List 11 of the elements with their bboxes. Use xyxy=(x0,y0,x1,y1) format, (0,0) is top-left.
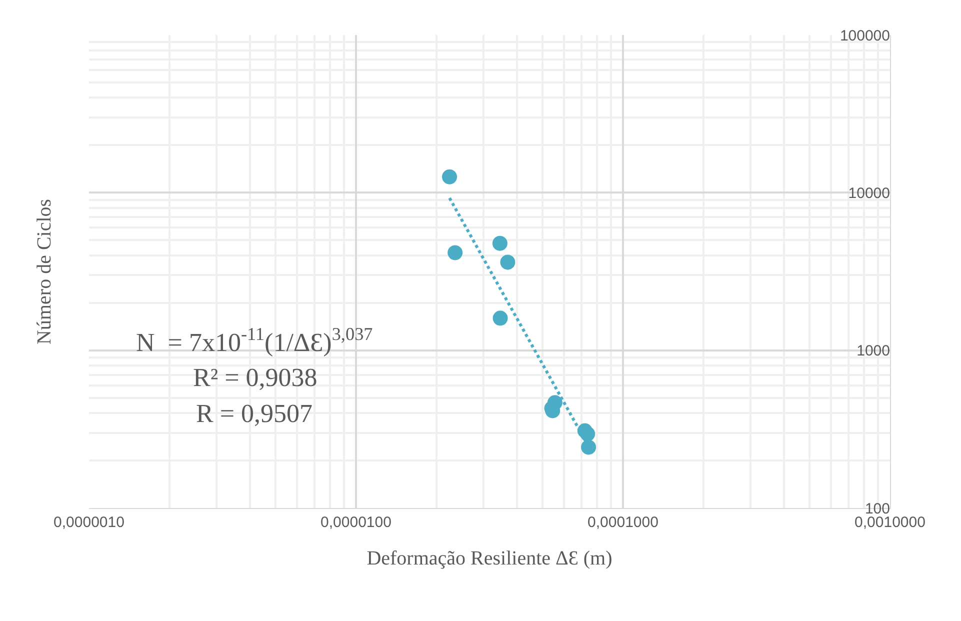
x-axis-title: Deformação Resiliente ΔƐ (m) xyxy=(366,548,612,570)
x-tick-label: 0,0001000 xyxy=(588,514,658,531)
y-tick-label: 1000 xyxy=(856,342,890,360)
y-axis-title: Número de Ciclos xyxy=(33,198,56,344)
annotation: R = 0,9507 xyxy=(196,399,313,428)
y-tick-label: 100000 xyxy=(840,27,890,44)
annotation: N = 7x10$^{-11}$(1/ΔƐ)$^{3,037}$ xyxy=(136,324,373,357)
annotation: R² = 0,9038 xyxy=(193,363,318,392)
x-tick-label: 0,0000100 xyxy=(320,514,392,531)
y-tick-label: 10000 xyxy=(848,184,890,202)
x-tick-label: 0,0000010 xyxy=(54,514,124,531)
